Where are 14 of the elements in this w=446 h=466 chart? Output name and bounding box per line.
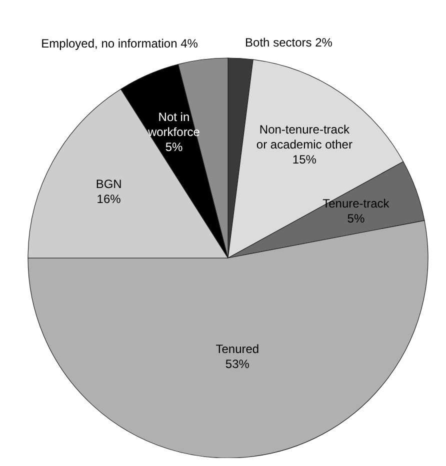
slice-label: BGN bbox=[96, 177, 122, 192]
data-label: 4% bbox=[180, 36, 198, 51]
data-label: 15% bbox=[292, 152, 317, 167]
data-label: 53% bbox=[225, 357, 250, 372]
slice-label: Tenure-track bbox=[322, 196, 390, 211]
slice-label: Not in workforce bbox=[146, 110, 200, 140]
data-label: 2% bbox=[315, 35, 333, 50]
data-label: 5% bbox=[165, 140, 183, 154]
data-label: 5% bbox=[347, 212, 365, 226]
slice-label: Both sectors bbox=[245, 35, 316, 50]
slice-label: Non-tenure-track or academic other bbox=[256, 122, 352, 152]
slice-label: Employed, no information bbox=[41, 36, 181, 51]
data-label: 16% bbox=[96, 192, 122, 206]
slice-label: Tenured bbox=[216, 342, 260, 356]
